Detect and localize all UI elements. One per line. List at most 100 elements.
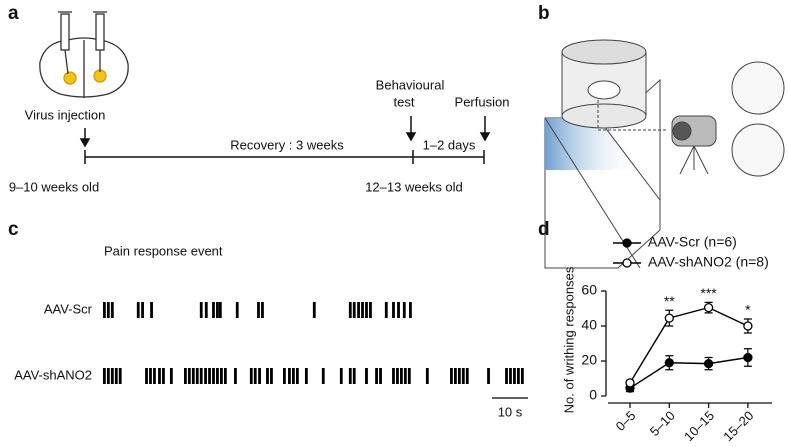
legend-label: AAV-shANO2 (n=8)	[648, 254, 769, 270]
event-tick	[158, 368, 161, 384]
event-tick	[304, 368, 308, 384]
event-tick	[212, 302, 215, 318]
significance: *	[745, 302, 751, 318]
event-tick	[212, 368, 215, 384]
age-label: 9–10 weeks old	[9, 179, 99, 194]
y-tick-label: 20	[581, 352, 597, 368]
significance: ***	[700, 285, 717, 301]
y-tick-label: 40	[581, 317, 597, 333]
event-tick	[141, 302, 144, 318]
event-tick	[375, 368, 378, 384]
event-tick	[234, 368, 237, 384]
event-tick	[150, 302, 153, 318]
event-label: Virus injection	[25, 107, 106, 122]
event-label: test	[394, 94, 415, 109]
event-tick	[110, 368, 114, 384]
event-tick	[195, 368, 199, 384]
event-tick	[249, 368, 253, 384]
event-tick	[450, 368, 453, 384]
event-tick	[266, 368, 269, 384]
event-tick	[288, 368, 291, 384]
event-tick	[169, 368, 173, 384]
event-tick	[136, 302, 140, 318]
event-tick	[509, 368, 512, 384]
row-label: AAV-shANO2	[14, 367, 92, 382]
event-tick	[162, 368, 165, 384]
event-tick	[261, 302, 264, 318]
event-tick	[384, 302, 388, 318]
event-tick	[110, 302, 114, 318]
row-label: AAV-Scr	[44, 301, 93, 316]
x-tick-label: 15–20	[720, 408, 756, 444]
event-tick	[397, 302, 400, 318]
event-tick	[204, 302, 208, 318]
age-label: 12–13 weeks old	[365, 179, 463, 194]
event-tick	[348, 302, 352, 318]
event-tick	[396, 368, 399, 384]
event-tick	[339, 368, 343, 384]
event-tick	[348, 368, 352, 384]
x-tick-label: 10–15	[681, 408, 717, 444]
event-tick	[145, 368, 148, 384]
event-tick	[409, 302, 412, 318]
event-tick	[118, 368, 122, 384]
event-tick	[253, 368, 257, 384]
apparatus-drawing	[544, 39, 785, 269]
point	[664, 313, 674, 323]
event-tick	[218, 302, 222, 318]
event-tick	[352, 368, 356, 384]
legend-label: AAV-Scr (n=6)	[648, 234, 737, 250]
y-tick-label: 60	[581, 282, 597, 298]
raster-title: Pain response event	[104, 243, 223, 258]
event-tick	[153, 368, 156, 384]
timeline	[79, 116, 491, 164]
panel-label: d	[538, 219, 550, 240]
event-tick	[361, 302, 364, 318]
event-tick	[220, 368, 223, 384]
event-tick	[321, 368, 325, 384]
event-tick	[187, 368, 191, 384]
event-tick	[257, 302, 260, 318]
event-tick	[114, 368, 118, 384]
legend-marker	[622, 258, 632, 268]
event-tick	[369, 302, 372, 318]
event-tick	[208, 368, 211, 384]
event-tick	[365, 368, 368, 384]
event-tick	[465, 368, 469, 384]
event-label: Perfusion	[455, 94, 510, 109]
panel-label: b	[538, 3, 550, 24]
event-tick	[520, 368, 524, 384]
y-tick-label: 0	[589, 387, 597, 403]
event-tick	[517, 368, 520, 384]
event-tick	[403, 368, 407, 384]
event-tick	[312, 302, 316, 318]
event-tick	[407, 368, 411, 384]
point	[703, 302, 714, 313]
brain-drawing	[39, 11, 129, 98]
event-tick	[457, 368, 461, 384]
event-tick	[505, 368, 508, 384]
event-tick	[103, 302, 106, 318]
event-tick	[149, 368, 152, 384]
point	[743, 352, 753, 363]
event-tick	[513, 368, 516, 384]
period-label: 1–2 days	[423, 137, 476, 152]
legend-marker	[622, 238, 632, 248]
y-axis-label: No. of writhing responses	[561, 266, 576, 413]
event-tick	[295, 368, 299, 384]
event-tick	[216, 302, 219, 318]
point	[703, 358, 714, 369]
event-tick	[223, 368, 227, 384]
event-tick	[352, 302, 356, 318]
event-tick	[379, 368, 382, 384]
event-tick	[106, 368, 110, 384]
x-tick-label: 5–10	[647, 408, 678, 439]
panel-label: a	[8, 3, 19, 24]
event-tick	[191, 368, 195, 384]
event-tick	[400, 368, 403, 384]
event-tick	[402, 302, 406, 318]
series-line	[629, 356, 749, 389]
event-tick	[184, 368, 187, 384]
event-label: Behavioural	[376, 77, 445, 92]
